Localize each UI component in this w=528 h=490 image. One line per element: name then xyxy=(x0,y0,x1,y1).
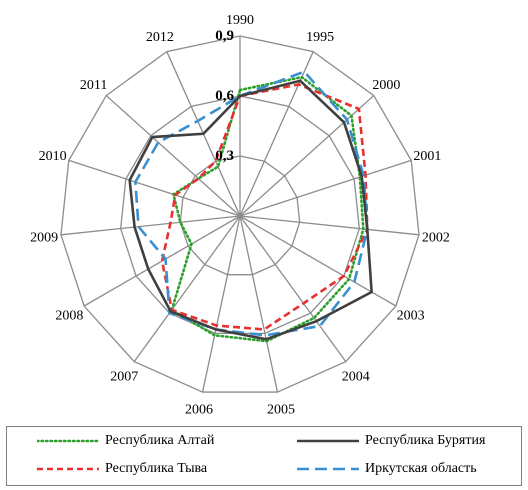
category-label-2006: 2006 xyxy=(185,403,213,418)
legend-label-buryatia: Республика Бурятия xyxy=(365,433,486,448)
category-label-2001: 2001 xyxy=(413,149,441,164)
series-line-3 xyxy=(134,70,369,337)
grid-ring-2 xyxy=(60,35,420,393)
scale-label-0: 0,3 xyxy=(215,148,234,164)
series-line-0 xyxy=(170,75,365,343)
legend-swatch-buryatia xyxy=(297,439,359,443)
spoke-13 xyxy=(105,95,241,217)
spoke-6 xyxy=(239,215,347,363)
category-label-2000: 2000 xyxy=(372,78,400,93)
category-label-2011: 2011 xyxy=(80,78,107,93)
legend-item-irkutsk: Иркутская область xyxy=(297,461,477,477)
legend-item-altai: Республика Алтай xyxy=(37,433,214,449)
series-layer xyxy=(128,70,373,343)
spoke-7 xyxy=(239,215,279,393)
spoke-10 xyxy=(83,215,241,307)
legend-swatch-irkutsk xyxy=(297,467,359,471)
category-label-1990: 1990 xyxy=(226,13,254,28)
category-label-2010: 2010 xyxy=(39,149,67,164)
category-labels: 1990 1995 2000 2001 2002 2003 2004 2005 2006 2007… xyxy=(30,13,450,418)
scale-labels: 0,3 0,6 0,9 xyxy=(215,28,234,164)
category-label-1995: 1995 xyxy=(306,30,334,45)
scale-label-1: 0,6 xyxy=(215,88,234,104)
category-label-2002: 2002 xyxy=(422,231,450,246)
spoke-11 xyxy=(60,215,241,236)
legend-label-altai: Республика Алтай xyxy=(105,433,215,448)
category-label-2012: 2012 xyxy=(146,30,174,45)
legend-swatch-tyva xyxy=(37,467,99,471)
legend: Республика Алтай Республика Бурятия Респ… xyxy=(6,426,522,486)
legend-swatch-altai xyxy=(37,439,99,443)
spoke-1 xyxy=(239,51,314,217)
scale-label-2: 0,9 xyxy=(215,28,234,44)
category-label-2003: 2003 xyxy=(397,309,425,324)
spoke-9 xyxy=(133,215,241,363)
series-line-1 xyxy=(128,79,373,341)
category-label-2008: 2008 xyxy=(55,309,83,324)
legend-label-tyva: Республика Тыва xyxy=(105,461,208,476)
category-label-2004: 2004 xyxy=(342,369,370,384)
legend-label-irkutsk: Иркутская область xyxy=(365,461,477,476)
legend-item-tyva: Республика Тыва xyxy=(37,461,207,477)
spoke-12 xyxy=(68,159,241,217)
spoke-5 xyxy=(239,215,397,307)
category-label-2007: 2007 xyxy=(110,369,138,384)
spoke-3 xyxy=(239,159,412,217)
spoke-4 xyxy=(239,215,420,236)
spoke-8 xyxy=(201,215,241,393)
legend-item-buryatia: Республика Бурятия xyxy=(297,433,485,449)
category-label-2009: 2009 xyxy=(30,231,58,246)
category-label-2005: 2005 xyxy=(267,403,295,418)
series-line-2 xyxy=(160,83,369,331)
